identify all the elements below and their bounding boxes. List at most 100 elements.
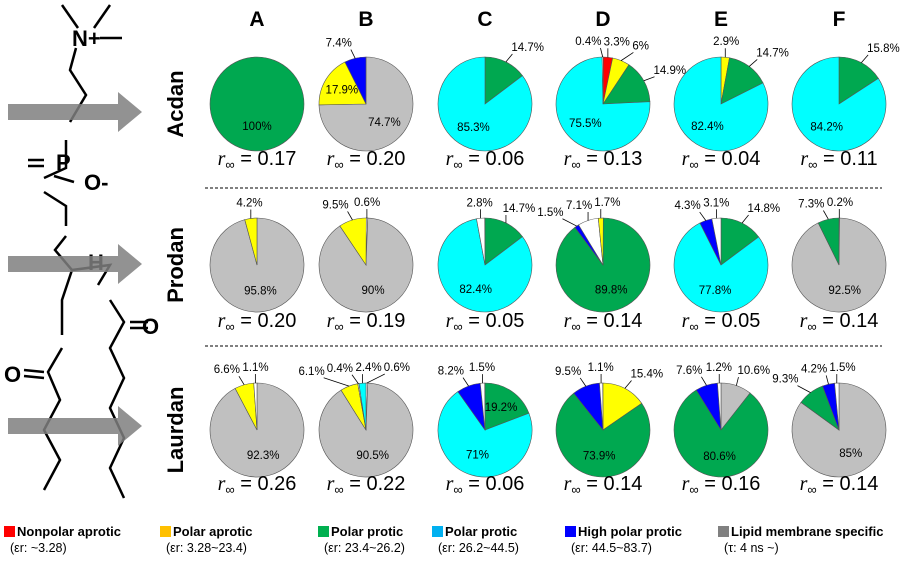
r-inf-value: r∞ = 0.04 [682,148,761,172]
legend-label: Polar aprotic [173,524,253,539]
infinity-subscript: ∞ [571,157,580,172]
r-inf-number: = 0.06 [463,473,525,495]
phospholipid-structure: N+ P O- H O O [4,4,159,499]
legend-range: (εr: ~3.28) [10,541,67,555]
infinity-subscript: ∞ [334,157,343,172]
slice-label: 3.3% [604,36,630,48]
slice-label: 90% [362,285,385,297]
slice-label: 71% [466,450,489,462]
r-symbol: r [564,148,572,170]
slice-label: 9.5% [555,366,581,378]
slice-label: 100% [242,121,271,133]
r-inf-number: = 0.14 [581,473,643,495]
r-symbol: r [800,473,808,495]
leader-line [350,49,356,59]
r-inf-value: r∞ = 0.06 [446,148,525,172]
pie-slice [484,382,530,431]
slice-label: 0.6% [354,197,380,209]
r-inf-value: r∞ = 0.16 [682,473,761,497]
column-header: F [833,8,846,31]
pie-slice [673,222,769,313]
r-inf-number: = 0.05 [463,310,525,332]
r-symbol: r [682,310,690,332]
legend-label: Polar protic [331,524,404,539]
slice-label: 84.2% [810,122,843,134]
slice-label: 7.6% [676,365,702,377]
r-inf-number: = 0.19 [344,310,406,332]
o-label: O [142,314,159,339]
leader-line [624,380,632,389]
infinity-subscript: ∞ [807,482,816,497]
infinity-subscript: ∞ [453,319,462,334]
pie-prodan-A: 95.8% 4.2% r∞ = 0.20 [209,197,305,334]
pie-laurdan-D: 15.4% 73.9% 9.5% 1.1% r∞ = 0.14 [555,362,663,497]
slice-label: 0.4% [327,363,353,375]
leader-line [562,218,577,227]
r-symbol: r [446,473,454,495]
legend-swatch [4,526,15,537]
slice-label: 14.7% [511,42,544,54]
leader-line [351,374,359,384]
legend-range: (εr: 44.5~83.7) [571,541,652,555]
r-inf-value: r∞ = 0.14 [564,473,643,497]
slice-label: 17.9% [326,84,359,96]
slice-label: 10.6% [737,365,770,377]
pie-prodan-E: 14.8% 77.8% 4.3% 3.1% r∞ = 0.05 [673,197,781,334]
legend-label: High polar protic [578,524,682,539]
r-inf-number: = 0.04 [699,148,761,170]
leader-line [347,211,353,221]
slice-label: 15.4% [631,369,664,381]
pie-prodan-F: 0.2% 92.5% 7.3% r∞ = 0.14 [791,197,887,334]
r-inf-number: = 0.22 [344,473,406,495]
leader-line [701,376,707,386]
pie-prodan-B: 0.6% 90% 9.5% r∞ = 0.19 [318,197,414,334]
leader-line [505,53,513,63]
legend-swatch [318,526,329,537]
n-plus-label: N+ [72,26,101,51]
legend-item: Polar protic (εr: 26.2~44.5) [432,523,519,557]
pie-slice [838,56,879,105]
legend-swatch [432,526,443,537]
pie-slice [555,392,651,478]
slice-label: 2.4% [355,362,381,374]
o-minus-label: O- [84,170,108,195]
r-symbol: r [218,310,226,332]
legend-swatch [718,526,729,537]
slice-label: 1.5% [469,362,495,374]
leader-line [861,54,869,63]
legend-swatch [160,526,171,537]
r-inf-number: = 0.16 [699,473,761,495]
r-symbol: r [327,310,335,332]
column-header: D [595,8,610,31]
legend-item: Lipid membrane specific (τ: 4 ns ~) [718,523,883,557]
leader-line [741,214,749,224]
slice-label: 14.8% [748,203,781,215]
legend-range: (εr: 23.4~26.2) [324,541,405,555]
slice-label: 8.2% [438,366,464,378]
r-inf-number: = 0.14 [581,310,643,332]
r-inf-number: = 0.20 [235,310,297,332]
infinity-subscript: ∞ [807,319,816,334]
leader-line [238,375,245,385]
r-inf-number: = 0.20 [344,148,406,170]
r-symbol: r [682,473,690,495]
slice-label: 7.1% [566,200,592,212]
infinity-subscript: ∞ [808,157,817,172]
r-symbol: r [218,148,226,170]
infinity-subscript: ∞ [225,482,234,497]
slice-label: 1.5% [537,207,563,219]
p-label: P [56,150,71,175]
legend-item: Polar protic (εr: 23.4~26.2) [318,523,405,557]
slice-label: 7.3% [798,198,824,210]
slice-label: 90.5% [356,450,389,462]
slice-label: 1.7% [594,197,620,209]
legend-label: Lipid membrane specific [731,524,884,539]
acdan-position-arrow [8,92,142,132]
r-symbol: r [800,148,808,170]
slice-label: 0.2% [827,197,853,209]
infinity-subscript: ∞ [334,319,343,334]
infinity-subscript: ∞ [225,319,234,334]
slice-label: 6.1% [298,366,324,378]
r-symbol: r [800,310,808,332]
